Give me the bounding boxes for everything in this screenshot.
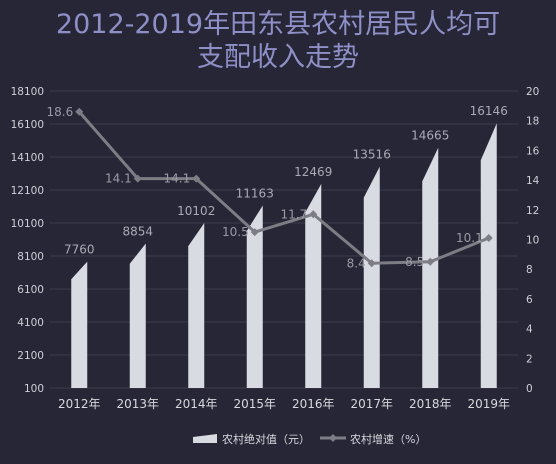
- y-right-tick-label: 10: [526, 235, 539, 247]
- x-category-label: 2014年: [175, 397, 218, 411]
- bar-data-label: 7760: [64, 243, 95, 257]
- line-point: [133, 174, 142, 183]
- y-right-tick-label: 8: [526, 264, 533, 276]
- bar: [480, 123, 497, 388]
- line-data-label: 10.5: [222, 225, 249, 239]
- line-data-label: 8.5: [405, 255, 424, 269]
- bar: [305, 183, 322, 388]
- x-category-label: 2012年: [58, 397, 101, 411]
- line-data-label: 14.1: [164, 172, 191, 186]
- y-left-tick-label: 16100: [11, 119, 44, 131]
- x-category-label: 2015年: [233, 397, 276, 411]
- x-category-label: 2016年: [292, 397, 335, 411]
- y-left-tick-label: 12100: [11, 185, 44, 197]
- bar: [363, 166, 380, 388]
- y-left-tick-label: 18100: [11, 86, 44, 98]
- line-point: [75, 107, 84, 116]
- y-right-tick-label: 16: [526, 145, 540, 157]
- y-right-tick-label: 4: [526, 324, 533, 336]
- y-left-tick-label: 10100: [11, 218, 44, 230]
- bar-data-label: 10102: [177, 204, 215, 218]
- bar-data-label: 14665: [411, 129, 449, 143]
- bar: [129, 243, 146, 388]
- y-left-tick-label: 4100: [17, 317, 44, 329]
- bar: [71, 261, 88, 388]
- y-left-tick-label: 8100: [17, 251, 44, 263]
- y-right-tick-label: 18: [526, 116, 539, 128]
- y-left-tick-label: 2100: [17, 350, 44, 362]
- line-point: [192, 174, 201, 183]
- bar-data-label: 13516: [353, 148, 391, 162]
- bar: [188, 222, 205, 388]
- y-left-tick-label: 6100: [17, 284, 44, 296]
- y-right-tick-label: 14: [526, 175, 540, 187]
- y-left-tick-label: 14100: [11, 152, 44, 164]
- line-data-label: 8.4: [347, 256, 366, 270]
- line-point: [309, 210, 318, 219]
- bar-data-label: 16146: [470, 104, 508, 118]
- legend-bar-label: 农村绝对值（元）: [222, 432, 310, 446]
- bar: [422, 147, 439, 388]
- line-data-label: 11.7: [281, 207, 308, 221]
- x-category-label: 2018年: [409, 397, 452, 411]
- bar-data-label: 8854: [122, 225, 153, 239]
- bar-data-label: 12469: [294, 165, 332, 179]
- y-right-tick-label: 0: [526, 383, 533, 395]
- growth-line: [78, 110, 490, 265]
- line-data-label: 14.1: [105, 172, 132, 186]
- y-right-tick-label: 6: [526, 294, 533, 306]
- legend-bar-swatch: [193, 434, 217, 443]
- line-point: [367, 259, 376, 268]
- y-right-tick-label: 20: [526, 86, 539, 98]
- x-category-label: 2019年: [467, 397, 510, 411]
- line-point: [484, 234, 493, 243]
- y-left-tick-label: 100: [24, 383, 44, 395]
- chart-title-line-1: 2012-2019年田东县农村居民人均可: [56, 9, 500, 40]
- y-right-tick-label: 12: [526, 205, 539, 217]
- line-point: [426, 257, 435, 266]
- x-category-label: 2013年: [116, 397, 159, 411]
- chart-title-line-2: 支配收入走势: [197, 42, 359, 73]
- x-category-label: 2017年: [350, 397, 393, 411]
- bar-data-label: 11163: [236, 186, 274, 200]
- line-point: [250, 228, 259, 237]
- legend-line-marker: [329, 434, 337, 442]
- bar: [246, 205, 263, 388]
- line-data-label: 18.6: [47, 105, 74, 119]
- legend-line-label: 农村增速（%）: [350, 432, 426, 446]
- line-data-label: 10.1: [456, 231, 483, 245]
- y-right-tick-label: 2: [526, 353, 533, 365]
